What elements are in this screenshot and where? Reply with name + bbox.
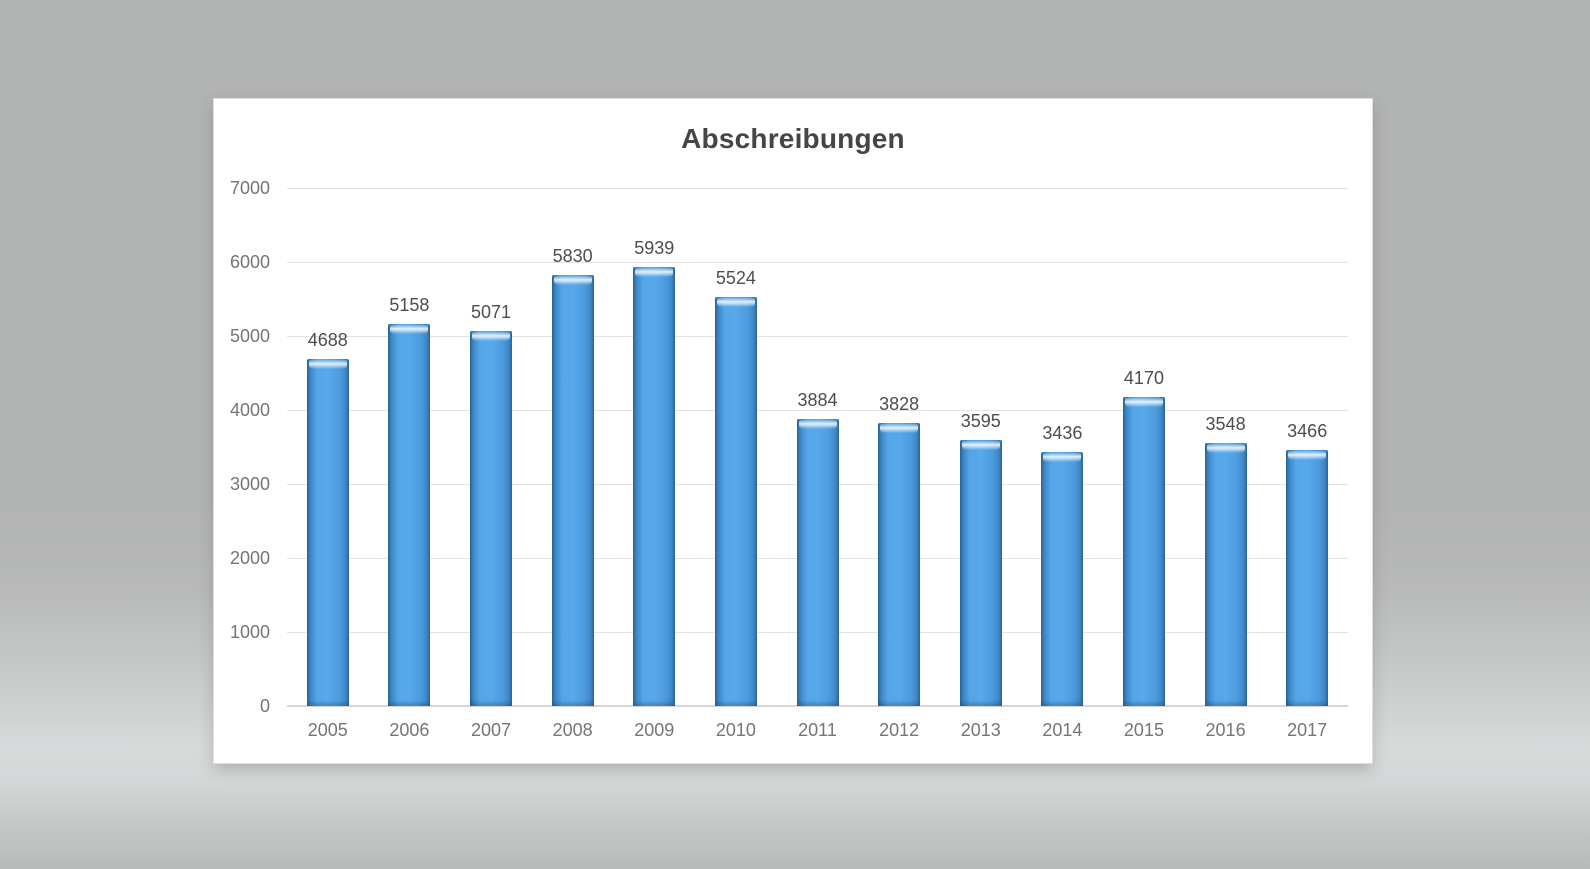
- bar-gloss-highlight: [553, 275, 592, 285]
- data-label-2009: 5939: [634, 237, 675, 258]
- bar-2007: [470, 330, 513, 706]
- bar-gloss-highlight: [308, 360, 347, 370]
- data-label-2011: 3884: [797, 389, 838, 410]
- y-axis-tick-label: 2000: [229, 548, 270, 568]
- y-axis-tick-label: 4000: [229, 400, 270, 420]
- x-axis-tick-label-2013: 2013: [960, 720, 1001, 740]
- x-axis-tick-label-2006: 2006: [389, 720, 430, 740]
- data-label-2013: 3595: [960, 410, 1001, 431]
- y-axis-tick-label: 3000: [229, 474, 270, 494]
- bar-gloss-highlight: [1043, 452, 1082, 462]
- x-axis-tick-label-2016: 2016: [1205, 720, 1246, 740]
- plot-area: 0 1000 2000 3000 4000 5000 6000 7000 4688 2005 515…: [214, 99, 1372, 763]
- x-axis-tick-label-2017: 2017: [1287, 720, 1328, 740]
- data-label-2005: 4688: [307, 330, 348, 351]
- bar-2014: [1041, 451, 1084, 706]
- bar-gloss-highlight: [472, 331, 511, 341]
- chart-panel: Abschreibungen 0 1000 2000 3000 4000 5000 6000…: [214, 99, 1372, 763]
- bar-2011: [796, 418, 839, 706]
- bar-2013: [959, 439, 1002, 706]
- x-axis-tick-label-2005: 2005: [307, 720, 348, 740]
- bar-2010: [714, 297, 757, 706]
- x-axis-tick-label-2007: 2007: [471, 720, 512, 740]
- x-axis-tick-label-2014: 2014: [1042, 720, 1083, 740]
- data-label-2010: 5524: [715, 268, 756, 289]
- gridline: [287, 410, 1348, 411]
- bar-gloss-highlight: [880, 423, 919, 433]
- data-label-2016: 3548: [1205, 414, 1246, 435]
- data-label-2012: 3828: [879, 393, 920, 414]
- bar-2016: [1204, 443, 1247, 706]
- y-axis-tick-label: 1000: [229, 622, 270, 642]
- data-label-2006: 5158: [389, 295, 430, 316]
- bar-gloss-highlight: [635, 267, 674, 277]
- bar-2006: [388, 324, 431, 706]
- chart-title: Abschreibungen: [681, 123, 905, 154]
- bar-2015: [1122, 397, 1165, 706]
- y-axis-tick-label: 0: [259, 696, 270, 716]
- bar-gloss-highlight: [1288, 450, 1327, 460]
- bar-gloss-highlight: [961, 440, 1000, 450]
- x-axis-tick-label-2009: 2009: [634, 720, 675, 740]
- y-axis-tick-label: 7000: [229, 178, 270, 198]
- x-axis-tick-label-2012: 2012: [879, 720, 920, 740]
- bar-2009: [633, 266, 676, 706]
- y-axis-tick-label: 5000: [229, 326, 270, 346]
- x-axis-tick-label-2011: 2011: [798, 720, 837, 740]
- data-label-2007: 5071: [471, 301, 512, 322]
- x-axis-line: [287, 705, 1348, 707]
- bar-2017: [1286, 449, 1329, 706]
- bar-2008: [551, 274, 594, 706]
- gridline: [287, 336, 1348, 337]
- data-label-2014: 3436: [1042, 422, 1083, 443]
- bar-gloss-highlight: [390, 325, 429, 335]
- bar-gloss-highlight: [716, 298, 755, 308]
- bar-2012: [878, 422, 921, 706]
- bar-gloss-highlight: [1206, 444, 1245, 454]
- bar-gloss-highlight: [1124, 398, 1163, 408]
- x-axis-tick-label-2010: 2010: [715, 720, 756, 740]
- bar-2005: [306, 359, 349, 706]
- gridline: [287, 262, 1348, 263]
- x-axis-tick-label-2008: 2008: [552, 720, 593, 740]
- bar-gloss-highlight: [798, 419, 837, 429]
- data-label-2015: 4170: [1123, 368, 1164, 389]
- data-label-2008: 5830: [552, 245, 593, 266]
- data-label-2017: 3466: [1287, 420, 1328, 441]
- gridline: [287, 188, 1348, 189]
- y-axis-tick-label: 6000: [229, 252, 270, 272]
- x-axis-tick-label-2015: 2015: [1123, 720, 1164, 740]
